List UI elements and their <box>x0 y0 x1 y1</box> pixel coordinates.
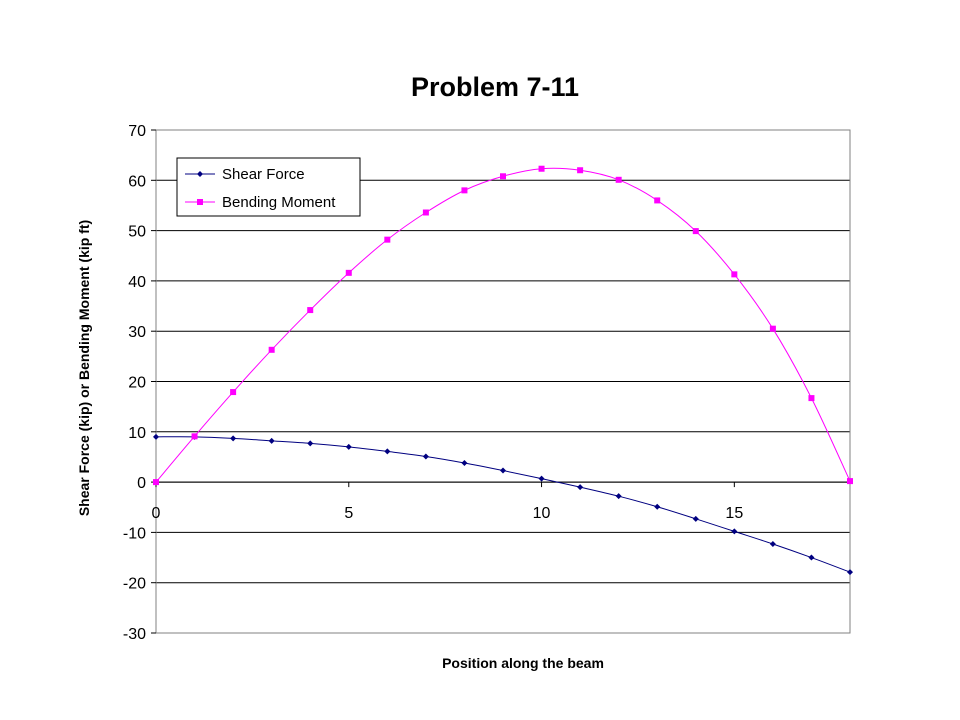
shear-force-point <box>422 453 429 460</box>
bending-moment-point <box>731 271 738 278</box>
shear-force-point <box>538 475 545 482</box>
bending-moment-point <box>769 325 776 332</box>
bending-moment-point <box>307 307 314 314</box>
bending-moment-point <box>847 478 853 485</box>
shear-force-point <box>268 437 275 444</box>
bending-moment-point <box>538 165 545 172</box>
shear-force-point <box>500 467 506 474</box>
shear-force-point <box>615 493 622 500</box>
legend-label-shear-force: Shear Force <box>222 166 305 183</box>
legend-label-bending-moment: Bending Moment <box>222 194 336 211</box>
shear-force-point <box>230 435 237 442</box>
shear-force-point <box>307 440 314 447</box>
y-tick-label: -10 <box>123 525 146 542</box>
y-tick-label: 70 <box>128 123 146 140</box>
shear-force-point <box>654 503 661 510</box>
bending-moment-point <box>808 395 815 402</box>
y-tick-label: -20 <box>123 576 146 593</box>
shear-force-point <box>769 540 776 547</box>
shear-force-line <box>155 436 851 573</box>
x-tick-label: 0 <box>152 505 161 522</box>
y-tick-label: 40 <box>128 274 146 291</box>
bending-moment-point <box>654 197 661 204</box>
bending-moment-point <box>615 176 622 183</box>
legend: Shear Force Bending Moment <box>176 157 361 217</box>
shear-force-point <box>384 448 391 455</box>
shear-force-point <box>808 554 815 561</box>
series-bending-moment <box>153 165 853 486</box>
legend-marker-shear-force <box>197 171 203 177</box>
bending-moment-point <box>384 236 391 243</box>
bending-moment-point <box>500 173 506 180</box>
shear-force-point <box>461 459 468 466</box>
series-layer <box>153 165 853 576</box>
shear-force-point <box>692 515 699 522</box>
x-axis-ticks: 0 5 10 15 <box>152 482 743 522</box>
series-shear-force <box>153 433 853 576</box>
shear-force-point <box>153 433 159 440</box>
bending-moment-point <box>422 209 429 216</box>
legend-box <box>176 157 361 217</box>
bending-moment-point <box>577 167 584 174</box>
bending-moment-point <box>191 433 198 440</box>
y-tick-label: 30 <box>128 324 146 341</box>
x-tick-label: 10 <box>533 505 551 522</box>
bending-moment-point <box>345 269 352 276</box>
x-tick-label: 15 <box>725 505 743 522</box>
shear-force-point <box>577 484 584 491</box>
bending-moment-point <box>230 389 237 396</box>
legend-marker-bending-moment <box>197 199 203 205</box>
y-tick-label: 0 <box>137 475 146 492</box>
x-axis-label: Position along the beam <box>442 655 604 671</box>
bending-moment-point <box>268 346 275 353</box>
shear-force-point <box>731 528 738 535</box>
shear-force-point <box>847 569 853 576</box>
y-tick-label: 10 <box>128 425 146 442</box>
y-axis-label: Shear Force (kip) or Bending Moment (kip… <box>76 220 92 516</box>
bending-moment-point <box>153 479 159 486</box>
shear-force-point <box>345 443 352 450</box>
y-tick-label: 60 <box>128 173 146 190</box>
x-tick-label: 5 <box>344 505 353 522</box>
bending-moment-point <box>692 228 699 235</box>
y-tick-label: 50 <box>128 224 146 241</box>
bending-moment-point <box>461 187 468 194</box>
y-tick-label: 20 <box>128 375 146 392</box>
chart-title: Problem 7-11 <box>411 72 579 102</box>
y-tick-label: -30 <box>123 626 146 643</box>
y-axis-ticks: -30 -20 -10 0 10 20 30 40 50 60 70 <box>123 123 156 643</box>
